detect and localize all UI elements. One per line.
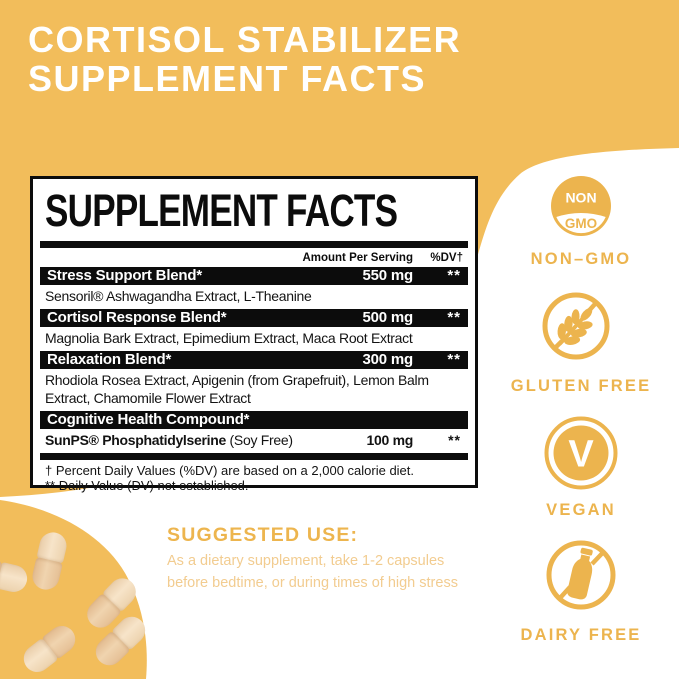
supplement-facts-panel: SUPPLEMENT FACTS Amount Per Serving %DV†… — [30, 176, 478, 492]
ingredients-row: Magnolia Bark Extract, Epimedium Extract… — [45, 330, 413, 346]
vegan-icon: V — [544, 416, 618, 490]
badge-label-non-gmo: NON–GMO — [530, 250, 632, 268]
page-title: CORTISOL STABILIZER SUPPLEMENT FACTS — [28, 20, 648, 98]
non-gmo-icon: NON GMO — [551, 176, 611, 236]
footnote-dagger: † Percent Daily Values (%DV) are based o… — [45, 463, 415, 478]
blend-name: Stress Support Blend* — [47, 267, 202, 284]
ingredient-amount: 100 mg — [366, 432, 414, 448]
non-gmo-icon-bottom-text: GMO — [565, 216, 597, 231]
column-headers: Amount Per Serving %DV† — [45, 249, 463, 265]
footnote-dv: ** Daily Value (DV) not established. — [45, 477, 249, 493]
blend-row-cortisol: Cortisol Response Blend* 500 mg ** — [40, 309, 468, 327]
divider-bar — [40, 241, 468, 248]
blend-amount: 500 mg — [362, 309, 414, 326]
blend-dv: ** — [447, 351, 461, 368]
badge-label-vegan: VEGAN — [546, 501, 616, 519]
blend-amount: 300 mg — [362, 351, 414, 368]
suggested-use-heading: SUGGESTED USE: — [167, 524, 359, 546]
vegan-icon-letter: V — [568, 434, 594, 476]
page-title-line1: CORTISOL STABILIZER — [28, 19, 462, 60]
blend-name: Relaxation Blend* — [47, 351, 172, 368]
dv-column-header: %DV† — [430, 252, 463, 264]
ingredient-dv: ** — [448, 432, 461, 448]
badge-label-dairy-free: DAIRY FREE — [520, 626, 642, 644]
blend-name: Cortisol Response Blend* — [47, 309, 227, 326]
gluten-free-icon — [542, 292, 610, 360]
ingredients-row: Sensoril® Ashwagandha Extract, L-Theanin… — [45, 288, 312, 304]
divider-bar — [40, 453, 468, 460]
amount-column-header: Amount Per Serving — [302, 252, 413, 264]
ingredient-name-bold: SunPS® Phosphatidylserine — [45, 432, 226, 448]
panel-title: SUPPLEMENT FACTS — [45, 185, 398, 236]
dairy-free-icon — [546, 540, 616, 610]
ingredient-amount-row: SunPS® Phosphatidylserine (Soy Free) 100… — [45, 429, 463, 451]
suggested-use-body: As a dietary supplement, take 1-2 capsul… — [167, 553, 458, 591]
blend-row-relaxation: Relaxation Blend* 300 mg ** — [40, 351, 468, 369]
blend-dv: ** — [447, 267, 461, 284]
blend-dv: ** — [447, 309, 461, 326]
badge-label-gluten-free: GLUTEN FREE — [510, 377, 652, 395]
ingredients-row: Rhodiola Rosea Extract, Apigenin (from G… — [45, 372, 429, 406]
blend-amount: 550 mg — [362, 267, 414, 284]
non-gmo-icon-top-text: NON — [565, 190, 596, 206]
ingredient-name-rest: (Soy Free) — [225, 432, 293, 448]
footnotes: † Percent Daily Values (%DV) are based o… — [45, 463, 463, 493]
blend-name: Cognitive Health Compound* — [47, 411, 250, 428]
blend-row-stress: Stress Support Blend* 550 mg ** — [40, 267, 468, 285]
page-title-line2: SUPPLEMENT FACTS — [28, 58, 427, 99]
blend-row-cognitive: Cognitive Health Compound* — [40, 411, 468, 429]
